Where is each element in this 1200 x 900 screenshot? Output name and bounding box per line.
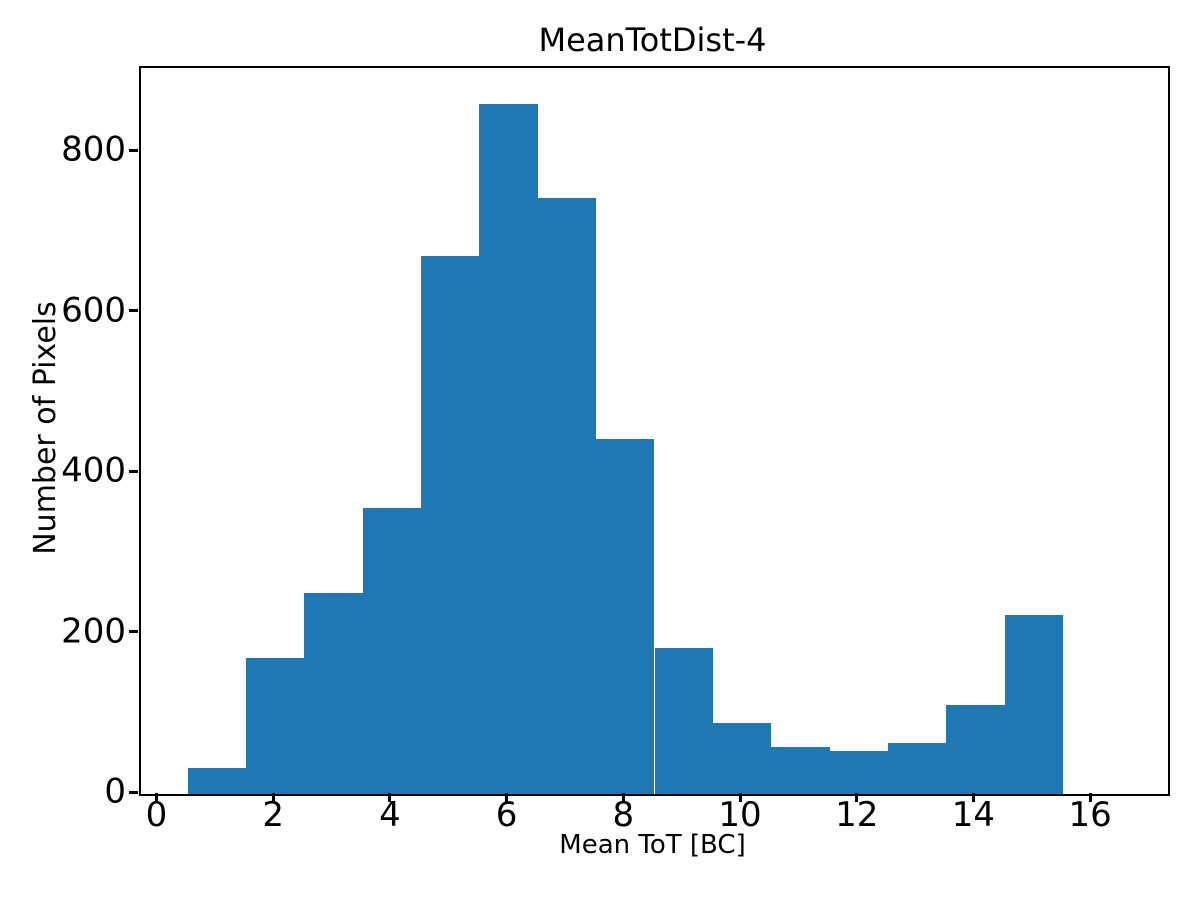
histogram-bar (187, 767, 247, 794)
y-tick-mark (129, 148, 138, 152)
histogram-bar (537, 197, 597, 794)
x-tick-mark (971, 793, 975, 802)
histogram-bar (596, 438, 655, 794)
histogram-bar (946, 704, 1005, 794)
y-tick-mark (129, 790, 138, 794)
x-tick-label: 2 (262, 795, 285, 835)
histogram-bar (304, 593, 363, 794)
x-tick-label: 10 (718, 795, 762, 835)
x-tick-mark (155, 793, 158, 802)
x-tick-mark (621, 793, 625, 802)
y-tick-mark (129, 630, 138, 634)
histogram-bar (887, 742, 947, 794)
x-tick-mark (855, 793, 859, 802)
histogram-bar (654, 648, 713, 794)
histogram-bar (421, 255, 480, 794)
y-tick-label: 0 (104, 771, 126, 812)
x-tick-mark (738, 793, 742, 802)
y-axis-label: Number of Pixels (27, 301, 63, 555)
histogram-bar (829, 750, 888, 794)
x-tick-mark (505, 793, 509, 802)
x-tick-label: 12 (835, 795, 879, 835)
x-tick-mark (271, 793, 275, 802)
x-tick-label: 0 (145, 795, 168, 835)
chart-title: MeanTotDist-4 (538, 21, 767, 59)
x-tick-label: 4 (379, 795, 401, 835)
x-tick-label: 16 (1068, 795, 1112, 835)
y-tick-label: 200 (61, 610, 126, 651)
x-tick-label: 14 (951, 795, 996, 835)
histogram-bar (1004, 615, 1063, 794)
y-tick-label: 600 (61, 289, 126, 330)
histogram-bar (712, 722, 772, 794)
x-tick-mark (388, 793, 392, 802)
x-tick-label: 8 (612, 795, 635, 835)
histogram-bar (362, 507, 422, 794)
x-axis-label: Mean ToT [BC] (559, 830, 746, 860)
histogram-bar (246, 657, 305, 794)
plot-area (139, 66, 1170, 796)
y-tick-mark (129, 469, 138, 473)
y-tick-mark (129, 309, 138, 313)
histogram-bar (479, 104, 538, 794)
x-tick-mark (1088, 793, 1092, 802)
y-tick-label: 400 (61, 450, 126, 491)
x-tick-label: 6 (495, 795, 518, 835)
histogram-bar (771, 747, 830, 794)
y-tick-label: 800 (61, 129, 126, 170)
histogram-bars (141, 68, 1168, 794)
